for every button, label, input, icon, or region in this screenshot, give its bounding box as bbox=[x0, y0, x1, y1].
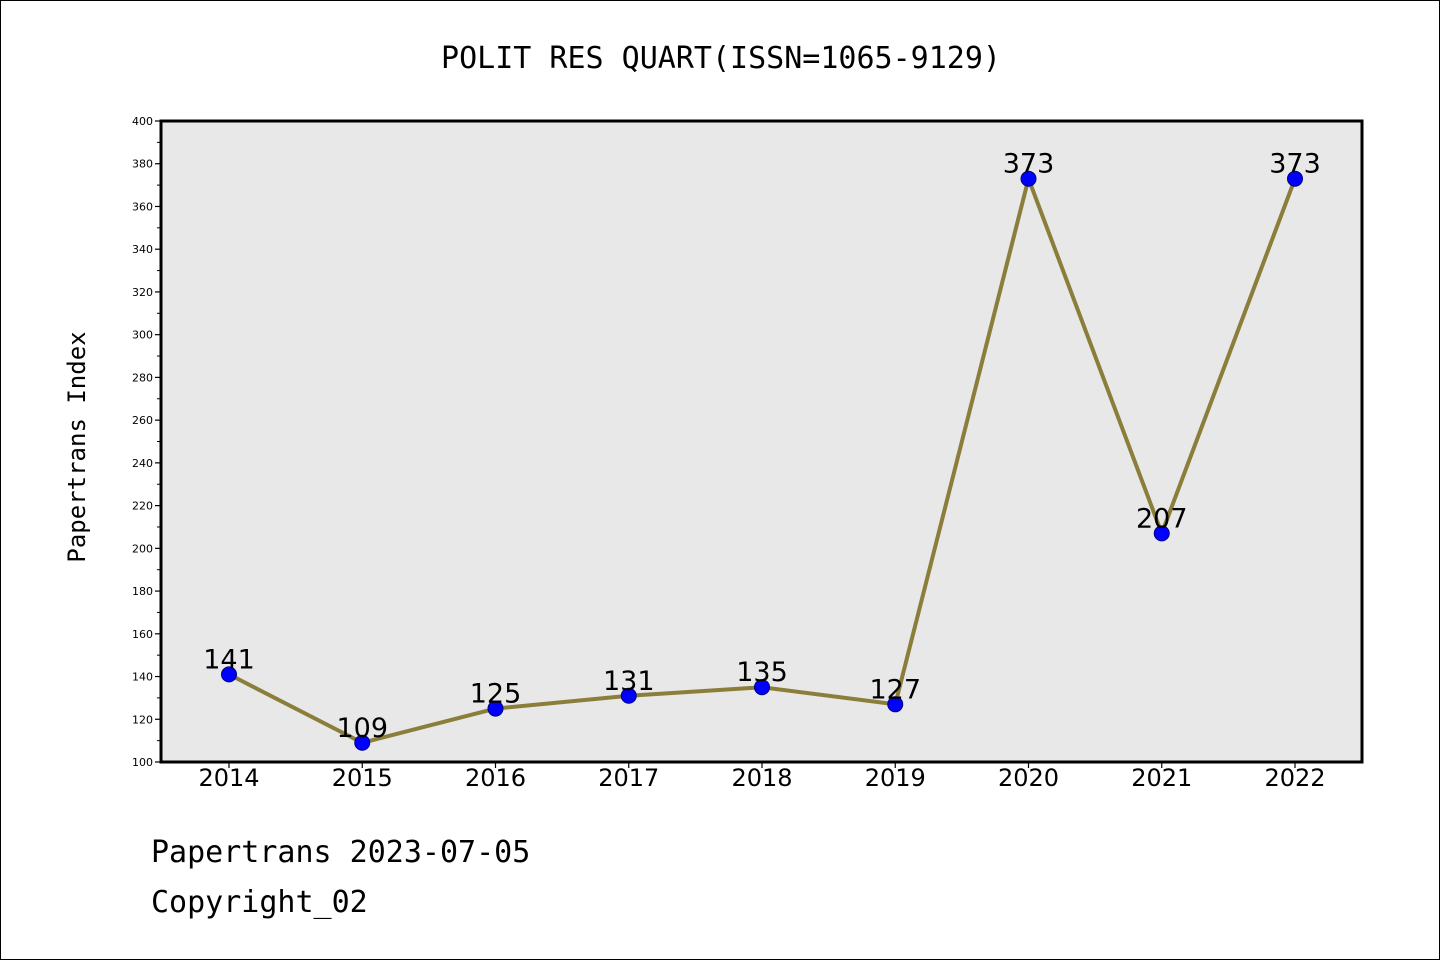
x-tick-label: 2020 bbox=[998, 764, 1059, 792]
data-points bbox=[221, 170, 1303, 751]
y-tick-label: 180 bbox=[132, 585, 153, 598]
y-tick-label: 120 bbox=[132, 713, 153, 726]
y-axis-ticks: 100 120 140 160 180 200 220 240 260 280 300 320 340 3… bbox=[132, 115, 161, 769]
data-label-2018: 135 bbox=[736, 657, 788, 688]
y-tick-label: 340 bbox=[132, 243, 153, 256]
x-tick-label: 2016 bbox=[465, 764, 526, 792]
data-label-2019: 127 bbox=[869, 674, 921, 705]
data-point-2018 bbox=[754, 679, 770, 696]
x-tick-label: 2017 bbox=[598, 764, 659, 792]
y-tick-label: 140 bbox=[132, 671, 153, 684]
y-tick-label: 240 bbox=[132, 457, 153, 470]
y-tick-label: 100 bbox=[132, 756, 153, 769]
y-tick-label: 260 bbox=[132, 414, 153, 427]
plot-border bbox=[159, 119, 1364, 764]
data-label-2016: 125 bbox=[470, 679, 522, 710]
footer-copyright: Copyright_02 bbox=[151, 885, 368, 920]
y-tick-label: 220 bbox=[132, 500, 153, 513]
y-tick-label: 280 bbox=[132, 371, 153, 384]
y-axis-label: Papertrans Index bbox=[63, 331, 91, 562]
y-tick-label: 400 bbox=[132, 115, 153, 128]
chart-title: POLIT RES QUART(ISSN=1065-9129) bbox=[441, 41, 1001, 76]
y-tick-label: 320 bbox=[132, 286, 153, 299]
data-label-2014: 141 bbox=[203, 644, 255, 675]
x-tick-label: 2014 bbox=[198, 764, 259, 792]
plot-area bbox=[161, 121, 1362, 762]
data-label-2021: 207 bbox=[1136, 503, 1188, 534]
data-labels: 141 109 125 131 135 127 373 207 373 bbox=[203, 149, 1321, 744]
data-label-2022: 373 bbox=[1269, 149, 1321, 180]
y-tick-label: 200 bbox=[132, 542, 153, 555]
footer-source: Papertrans 2023-07-05 bbox=[151, 835, 531, 870]
data-point-2015 bbox=[354, 734, 371, 751]
x-tick-label: 2018 bbox=[731, 764, 792, 792]
x-tick-label: 2015 bbox=[332, 764, 393, 792]
x-tick-label: 2022 bbox=[1264, 764, 1325, 792]
data-label-2017: 131 bbox=[603, 666, 655, 697]
data-point-2019 bbox=[887, 696, 904, 713]
x-tick-label: 2021 bbox=[1131, 764, 1192, 792]
data-point-2021 bbox=[1153, 525, 1170, 542]
y-tick-label: 300 bbox=[132, 329, 153, 342]
y-tick-label: 160 bbox=[132, 628, 153, 641]
data-point-2016 bbox=[487, 700, 504, 717]
data-label-2015: 109 bbox=[336, 713, 388, 744]
x-tick-label: 2019 bbox=[865, 764, 926, 792]
data-point-2022 bbox=[1287, 170, 1303, 187]
data-label-2020: 373 bbox=[1003, 149, 1055, 180]
data-point-2014 bbox=[221, 666, 237, 683]
y-tick-label: 360 bbox=[132, 200, 153, 213]
y-tick-label: 380 bbox=[132, 158, 153, 171]
data-point-2020 bbox=[1020, 170, 1037, 187]
x-axis-ticks: 2014 2015 2016 2017 2018 2019 2020 2021 2022 bbox=[198, 762, 1326, 792]
data-point-2017 bbox=[620, 687, 637, 704]
